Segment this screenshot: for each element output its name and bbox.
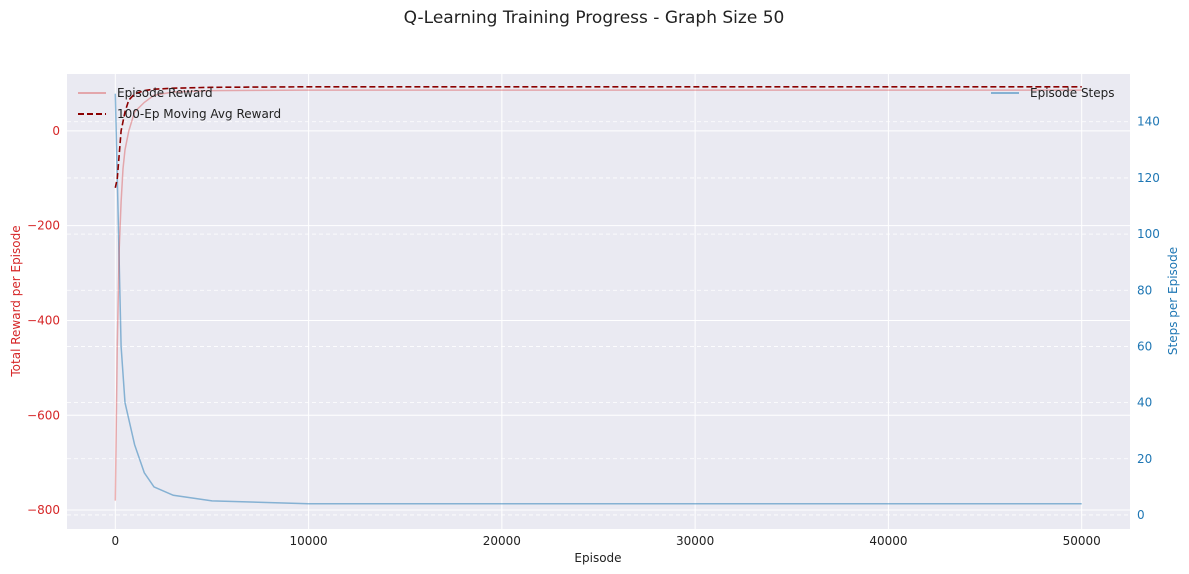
x-axis-label: Episode bbox=[574, 551, 621, 565]
moving-avg-line bbox=[114, 86, 1082, 188]
x-tick-label: 40000 bbox=[869, 534, 907, 548]
y-right-tick-label: 60 bbox=[1137, 339, 1152, 353]
moving-avg-series bbox=[114, 86, 1082, 188]
legend-label-moving-avg: 100-Ep Moving Avg Reward bbox=[117, 107, 281, 121]
y-right-tick-label: 40 bbox=[1137, 396, 1152, 410]
y-right-axis-label: Steps per Episode bbox=[1166, 247, 1180, 355]
y-right-tick-label: 140 bbox=[1137, 115, 1160, 129]
y-right-axis-ticks: 0 20 40 60 80 100 120 140 bbox=[1137, 115, 1160, 522]
y-left-tick-label: −200 bbox=[27, 219, 60, 233]
y-left-axis-ticks: −800 −600 −400 −200 0 bbox=[27, 124, 60, 517]
x-axis-ticks: 0 10000 20000 30000 40000 50000 bbox=[111, 534, 1100, 548]
y-left-tick-label: −400 bbox=[27, 313, 60, 327]
y-right-tick-label: 120 bbox=[1137, 171, 1160, 185]
x-tick-label: 10000 bbox=[289, 534, 327, 548]
reward-line bbox=[114, 89, 1082, 501]
steps-series bbox=[114, 93, 1082, 505]
legend-right: Episode Steps bbox=[991, 86, 1115, 100]
plot-area bbox=[67, 74, 1130, 529]
x-tick-label: 0 bbox=[111, 534, 119, 548]
grid-lines bbox=[67, 74, 1130, 529]
steps-line bbox=[114, 93, 1082, 505]
y-left-tick-label: −600 bbox=[27, 408, 60, 422]
x-tick-label: 30000 bbox=[676, 534, 714, 548]
y-right-tick-label: 20 bbox=[1137, 452, 1152, 466]
legend-left: Episode Reward 100-Ep Moving Avg Reward bbox=[78, 86, 281, 121]
y-right-tick-label: 100 bbox=[1137, 227, 1160, 241]
x-tick-label: 20000 bbox=[483, 534, 521, 548]
x-tick-label: 50000 bbox=[1063, 534, 1101, 548]
legend-label-steps: Episode Steps bbox=[1030, 86, 1115, 100]
y-right-tick-label: 80 bbox=[1137, 283, 1152, 297]
y-left-tick-label: −800 bbox=[27, 503, 60, 517]
y-left-tick-label: 0 bbox=[52, 124, 60, 138]
y-right-tick-label: 0 bbox=[1137, 508, 1145, 522]
reward-series bbox=[114, 89, 1082, 501]
chart-title: Q-Learning Training Progress - Graph Siz… bbox=[404, 8, 785, 28]
legend-label-reward: Episode Reward bbox=[117, 86, 213, 100]
y-left-axis-label: Total Reward per Episode bbox=[9, 225, 23, 377]
